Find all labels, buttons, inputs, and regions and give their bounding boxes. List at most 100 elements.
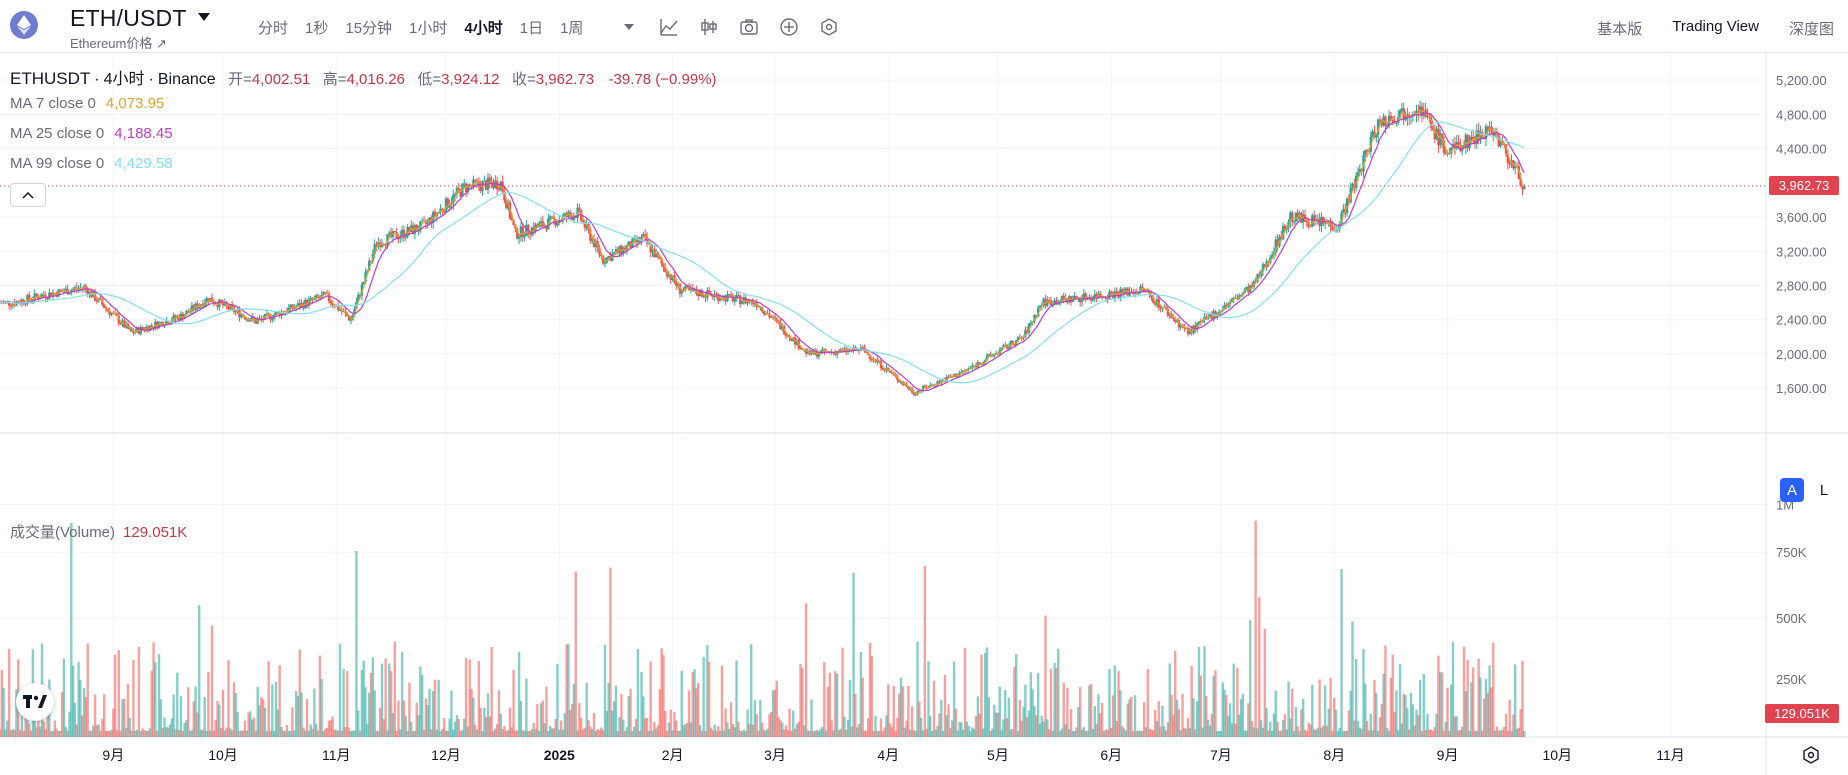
- candle-body: [1110, 291, 1113, 294]
- price-chart-svg[interactable]: 5,200.00 4,800.00 4,400.00 3,600.00 3,200.00…: [0, 53, 1848, 775]
- candle-body: [709, 294, 713, 296]
- timeframe-15m[interactable]: 15分钟: [345, 19, 393, 37]
- candle-body: [139, 327, 142, 334]
- volume-bar: [910, 706, 914, 737]
- candle-body: [289, 304, 292, 308]
- timeframe-more-chevron-down-icon[interactable]: [618, 16, 640, 38]
- volume-bar: [293, 730, 296, 737]
- candle-body: [675, 282, 678, 287]
- pair-title[interactable]: ETH/USDT: [70, 5, 187, 31]
- view-depth-link[interactable]: 深度图: [1788, 21, 1834, 38]
- volume-bar: [154, 662, 157, 737]
- candle-body: [594, 241, 598, 247]
- candle-body: [1206, 317, 1210, 319]
- volume-bar: [282, 730, 285, 737]
- volume-legend[interactable]: 成交量(Volume) 129.051K: [10, 521, 187, 542]
- timeframe-tick[interactable]: 分时: [258, 19, 289, 37]
- tradingview-logo-icon[interactable]: [16, 683, 54, 721]
- volume-bar: [245, 730, 248, 737]
- volume-bar: [872, 730, 875, 737]
- time-axis-label: 9月: [1437, 747, 1459, 763]
- candle-body: [739, 295, 742, 305]
- timeframe-4h[interactable]: 4小时: [464, 19, 503, 37]
- volume-bar: [898, 693, 901, 737]
- candle-body: [413, 225, 417, 234]
- candle-body: [1466, 135, 1469, 149]
- volume-bar: [927, 661, 930, 737]
- candle-body: [1057, 303, 1060, 305]
- timeframe-1h[interactable]: 1小时: [409, 19, 448, 37]
- candle-type-icon[interactable]: [698, 16, 720, 38]
- volume-bar: [124, 727, 128, 737]
- volume-bar: [707, 661, 711, 737]
- candle-body: [903, 384, 906, 386]
- volume-bar: [965, 721, 969, 737]
- volume-bar: [218, 704, 221, 737]
- candle-body: [757, 306, 760, 308]
- candle-body: [921, 386, 925, 391]
- timeframe-1w[interactable]: 1周: [560, 19, 584, 37]
- ma99-legend[interactable]: MA 99 close 0 4,429.58: [10, 155, 173, 172]
- candle-body: [17, 301, 20, 303]
- candle-body: [781, 325, 784, 330]
- volume-bar: [1175, 699, 1179, 737]
- candle-body: [73, 287, 77, 290]
- candle-body: [1429, 117, 1433, 128]
- volume-bar: [1168, 663, 1171, 737]
- add-circle-icon[interactable]: [778, 16, 800, 38]
- volume-bar: [994, 712, 998, 737]
- volume-bar: [1093, 706, 1097, 737]
- volume-bar: [1353, 720, 1356, 737]
- chart-area[interactable]: 5,200.00 4,800.00 4,400.00 3,600.00 3,200.00…: [0, 53, 1848, 775]
- volume-bar: [1506, 730, 1510, 737]
- candle-body: [1519, 178, 1522, 186]
- volume-bar: [548, 725, 552, 737]
- candle-body: [607, 255, 610, 258]
- volume-bar: [241, 730, 245, 737]
- volume-bar: [1316, 727, 1319, 737]
- volume-bar: [397, 700, 400, 737]
- volume-bar: [457, 718, 460, 737]
- timeframe-1d[interactable]: 1日: [519, 19, 544, 37]
- candle-body: [48, 292, 51, 299]
- ma25-legend[interactable]: MA 25 close 0 4,188.45: [10, 125, 173, 142]
- view-tradingview-link[interactable]: Trading View: [1672, 18, 1759, 35]
- volume-bar: [857, 723, 861, 737]
- view-basic-link[interactable]: 基本版: [1597, 21, 1643, 38]
- volume-bar: [389, 670, 393, 737]
- collapse-legend-button[interactable]: [10, 183, 46, 207]
- volume-bar: [486, 693, 490, 737]
- volume-bar: [1492, 642, 1495, 737]
- volume-bar: [1336, 730, 1340, 737]
- volume-bar: [711, 730, 715, 737]
- volume-bar: [51, 730, 55, 737]
- asset-price-link[interactable]: Ethereum价格 ↗: [70, 36, 167, 51]
- indicators-icon[interactable]: [658, 16, 680, 38]
- auto-scale-button[interactable]: A: [1780, 478, 1804, 502]
- volume-bar: [1389, 677, 1393, 737]
- volume-label: 成交量(Volume): [10, 524, 116, 541]
- candle-body: [448, 205, 451, 208]
- volume-bar: [1214, 670, 1217, 737]
- volume-bar: [1230, 723, 1234, 737]
- volume-bar: [633, 726, 636, 737]
- pair-dropdown-icon[interactable]: [198, 13, 210, 21]
- camera-icon[interactable]: [738, 16, 760, 38]
- chart-settings-icon[interactable]: [1799, 743, 1823, 767]
- volume-bar: [506, 730, 510, 737]
- log-scale-button[interactable]: L: [1812, 478, 1836, 502]
- volume-bar: [508, 707, 512, 737]
- volume-bar: [1036, 673, 1040, 737]
- volume-bar: [1122, 728, 1126, 737]
- settings-hex-icon[interactable]: [818, 16, 840, 38]
- candle-body: [234, 311, 237, 313]
- ma7-legend[interactable]: MA 7 close 0 4,073.95: [10, 95, 164, 112]
- volume-bar: [1137, 730, 1140, 737]
- volume-bar: [1406, 708, 1409, 737]
- volume-bar: [1228, 703, 1232, 737]
- volume-bar: [830, 720, 833, 737]
- timeframe-1s[interactable]: 1秒: [305, 19, 329, 37]
- volume-bar: [885, 715, 888, 737]
- volume-bar: [1499, 730, 1502, 737]
- volume-bar: [718, 730, 722, 737]
